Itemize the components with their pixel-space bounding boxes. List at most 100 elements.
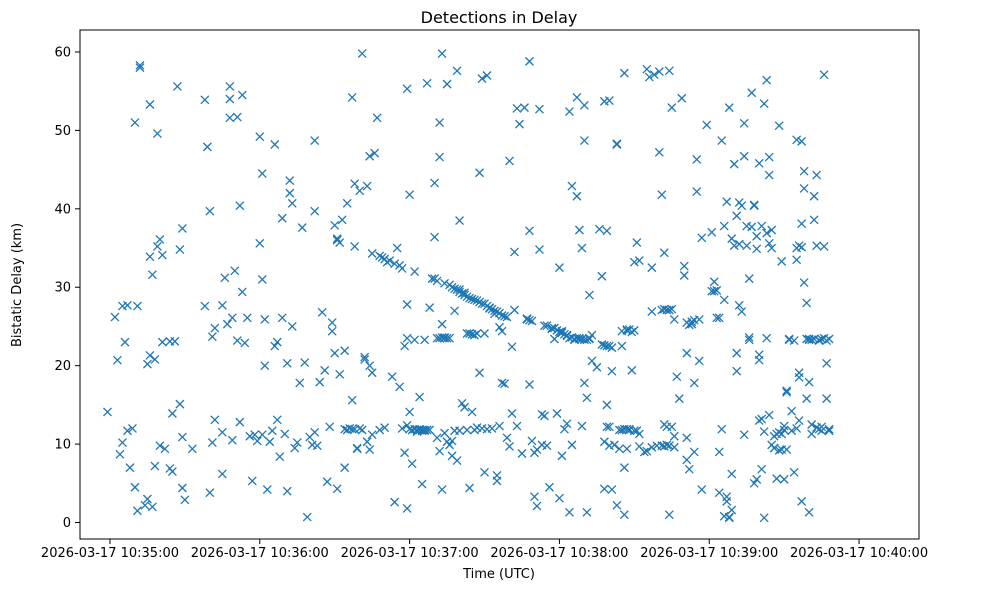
data-point <box>315 377 325 387</box>
data-point <box>602 400 612 410</box>
data-point <box>335 238 345 248</box>
data-point <box>664 441 674 451</box>
data-point <box>402 333 412 343</box>
data-point <box>122 426 132 436</box>
data-point <box>604 422 614 432</box>
data-point <box>694 314 704 324</box>
data-point <box>103 407 112 417</box>
y-tick-label: 40 <box>54 202 71 217</box>
data-point <box>275 452 285 462</box>
data-point <box>247 476 257 486</box>
data-point <box>749 478 759 488</box>
data-point <box>117 438 127 447</box>
data-point <box>762 228 772 238</box>
y-tick-label: 30 <box>54 281 71 296</box>
data-point <box>719 221 729 231</box>
data-point <box>824 426 834 436</box>
data-point <box>774 445 784 455</box>
data-point <box>582 393 592 403</box>
data-point <box>799 278 809 287</box>
data-point <box>804 377 814 387</box>
data-point <box>822 336 832 346</box>
data-point <box>147 270 157 280</box>
y-tick-label: 20 <box>54 359 71 374</box>
data-point <box>682 433 692 443</box>
data-point <box>400 448 410 458</box>
data-point <box>465 293 474 303</box>
data-point <box>557 328 567 338</box>
data-point <box>529 492 539 502</box>
data-point <box>525 56 534 66</box>
series-detections <box>103 49 834 523</box>
data-point <box>727 505 737 515</box>
data-point <box>539 321 549 331</box>
data-point <box>762 333 772 343</box>
x-tick-label: 2026-03-17 10:35:00 <box>41 546 179 561</box>
data-point <box>342 198 352 208</box>
data-point <box>227 435 237 445</box>
data-point <box>794 241 804 251</box>
data-point <box>497 326 507 336</box>
data-point <box>749 200 759 210</box>
data-point <box>370 148 380 158</box>
data-point <box>145 100 155 109</box>
data-point <box>175 245 185 255</box>
data-point <box>222 319 232 329</box>
data-point <box>757 221 767 231</box>
data-point <box>152 129 162 138</box>
data-point <box>744 274 754 284</box>
data-point <box>759 99 769 109</box>
data-point <box>435 446 445 456</box>
data-point <box>142 359 152 369</box>
data-point <box>447 282 457 292</box>
data-point <box>714 313 724 323</box>
data-point <box>365 445 375 455</box>
data-point <box>325 422 335 432</box>
data-point <box>115 449 125 459</box>
data-point <box>764 152 774 162</box>
data-point <box>604 341 614 351</box>
data-point <box>480 467 489 477</box>
data-point <box>772 474 782 484</box>
data-point <box>367 430 377 440</box>
x-axis-label: Time (UTC) <box>462 567 535 582</box>
data-point <box>764 238 774 248</box>
data-point <box>709 286 719 296</box>
data-point <box>440 278 450 288</box>
data-point <box>505 156 514 166</box>
data-point <box>814 335 824 345</box>
data-point <box>542 321 552 331</box>
data-point <box>467 294 477 304</box>
data-point <box>155 441 165 451</box>
data-point <box>807 335 817 345</box>
data-point <box>220 273 230 283</box>
data-point <box>709 277 719 287</box>
data-point <box>777 256 787 266</box>
data-point <box>629 426 639 436</box>
data-point <box>157 337 167 347</box>
data-point <box>747 222 757 232</box>
data-point <box>779 425 789 435</box>
data-point <box>507 409 517 418</box>
data-point <box>112 355 122 365</box>
data-point <box>442 79 452 89</box>
data-point <box>495 421 504 431</box>
data-point <box>667 422 677 432</box>
data-point <box>732 366 742 376</box>
data-point <box>752 231 762 241</box>
data-point <box>415 392 425 402</box>
data-point <box>135 60 145 70</box>
data-point <box>397 423 407 433</box>
data-point <box>774 121 784 131</box>
data-point <box>634 256 644 266</box>
data-point <box>140 500 150 510</box>
data-point <box>547 324 557 334</box>
data-point <box>477 299 487 309</box>
data-point <box>432 276 442 286</box>
data-point <box>607 485 617 495</box>
data-point <box>432 433 442 443</box>
data-point <box>462 425 472 435</box>
data-point <box>669 431 679 441</box>
data-point <box>712 313 722 323</box>
x-tick-label: 2026-03-17 10:38:00 <box>490 546 628 561</box>
